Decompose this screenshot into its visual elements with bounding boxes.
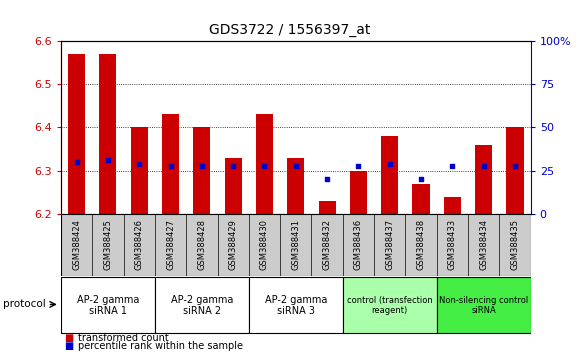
Text: ■: ■ bbox=[64, 341, 73, 351]
Text: percentile rank within the sample: percentile rank within the sample bbox=[78, 341, 243, 351]
Bar bbox=[68, 54, 85, 214]
Bar bbox=[437, 277, 531, 333]
Bar bbox=[475, 145, 492, 214]
Text: GSM388433: GSM388433 bbox=[448, 219, 457, 270]
Text: GSM388426: GSM388426 bbox=[135, 219, 144, 270]
Bar bbox=[61, 277, 155, 333]
Bar bbox=[99, 54, 117, 214]
Bar bbox=[343, 277, 437, 333]
Text: AP-2 gamma
siRNA 2: AP-2 gamma siRNA 2 bbox=[171, 295, 233, 316]
Point bbox=[510, 163, 520, 169]
Point bbox=[354, 163, 363, 169]
Bar bbox=[506, 127, 524, 214]
Point bbox=[135, 161, 144, 167]
Bar bbox=[162, 114, 179, 214]
Text: GDS3722 / 1556397_at: GDS3722 / 1556397_at bbox=[209, 23, 371, 37]
Text: AP-2 gamma
siRNA 1: AP-2 gamma siRNA 1 bbox=[77, 295, 139, 316]
Point bbox=[479, 163, 488, 169]
Point bbox=[385, 161, 394, 167]
Point bbox=[197, 163, 206, 169]
Point bbox=[291, 163, 300, 169]
Text: Non-silencing control
siRNA: Non-silencing control siRNA bbox=[439, 296, 528, 315]
Bar bbox=[350, 171, 367, 214]
Text: transformed count: transformed count bbox=[78, 333, 169, 343]
Text: GSM388424: GSM388424 bbox=[72, 219, 81, 270]
Text: control (transfection
reagent): control (transfection reagent) bbox=[347, 296, 433, 315]
Text: GSM388431: GSM388431 bbox=[291, 219, 300, 270]
Text: GSM388437: GSM388437 bbox=[385, 219, 394, 270]
Text: GSM388425: GSM388425 bbox=[103, 219, 113, 270]
Bar bbox=[381, 136, 398, 214]
Point bbox=[448, 163, 457, 169]
Point bbox=[103, 158, 113, 163]
Text: protocol: protocol bbox=[3, 299, 46, 309]
Text: GSM388436: GSM388436 bbox=[354, 219, 363, 270]
Point bbox=[72, 159, 81, 165]
Bar bbox=[155, 277, 249, 333]
Bar bbox=[412, 184, 430, 214]
Bar bbox=[256, 114, 273, 214]
Text: GSM388434: GSM388434 bbox=[479, 219, 488, 270]
Bar bbox=[224, 158, 242, 214]
Text: GSM388435: GSM388435 bbox=[510, 219, 520, 270]
Bar bbox=[287, 158, 305, 214]
Point bbox=[166, 163, 175, 169]
Bar bbox=[318, 201, 336, 214]
Point bbox=[416, 177, 426, 182]
Text: GSM388427: GSM388427 bbox=[166, 219, 175, 270]
Point bbox=[322, 177, 332, 182]
Text: GSM388430: GSM388430 bbox=[260, 219, 269, 270]
Bar bbox=[193, 127, 211, 214]
Bar bbox=[249, 277, 343, 333]
Bar bbox=[444, 197, 461, 214]
Bar bbox=[130, 127, 148, 214]
Text: AP-2 gamma
siRNA 3: AP-2 gamma siRNA 3 bbox=[264, 295, 327, 316]
Text: GSM388438: GSM388438 bbox=[416, 219, 426, 270]
Point bbox=[260, 163, 269, 169]
Text: GSM388428: GSM388428 bbox=[197, 219, 206, 270]
Point bbox=[229, 163, 238, 169]
Text: ■: ■ bbox=[64, 333, 73, 343]
Text: GSM388429: GSM388429 bbox=[229, 219, 238, 270]
Text: GSM388432: GSM388432 bbox=[322, 219, 332, 270]
